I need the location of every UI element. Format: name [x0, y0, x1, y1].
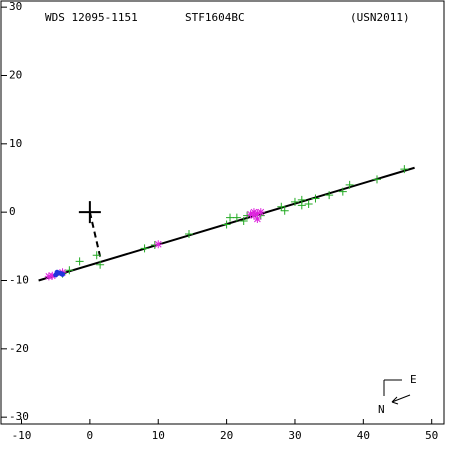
x-tick-label: 50 [425, 429, 438, 442]
x-tick-label: 20 [220, 429, 233, 442]
plot-frame [0, 0, 445, 425]
point [253, 209, 262, 218]
point [311, 194, 320, 203]
point [92, 251, 101, 260]
point [75, 257, 84, 266]
point [290, 197, 299, 206]
point [239, 217, 248, 226]
point [280, 206, 289, 215]
point [60, 271, 66, 277]
primary-marker [78, 201, 101, 224]
point [48, 271, 57, 280]
point [65, 266, 74, 275]
point [232, 213, 241, 222]
point [373, 175, 382, 184]
point [246, 210, 255, 219]
y-tick-label: 0 [9, 205, 16, 218]
point [338, 187, 347, 196]
point [54, 269, 60, 275]
point [154, 240, 163, 249]
point [44, 272, 53, 281]
residual-line [88, 211, 102, 257]
point [256, 208, 265, 217]
point [304, 199, 313, 208]
header-name: STF1604BC [185, 11, 245, 24]
y-tick-label: -30 [9, 410, 29, 423]
point [277, 202, 286, 211]
y-tick-label: 30 [9, 0, 22, 13]
y-tick-label: -10 [9, 273, 29, 286]
compass-east: E [410, 373, 417, 386]
x-tick-label: 30 [288, 429, 301, 442]
compass-north: N [378, 403, 385, 416]
x-tick-label: 0 [87, 429, 94, 442]
y-tick-label: 10 [9, 137, 22, 150]
compass-arrow [391, 401, 399, 405]
header-ref: (USN2011) [350, 11, 410, 24]
point [249, 208, 258, 217]
header-wds: WDS 12095-1151 [45, 11, 138, 24]
point [297, 201, 306, 210]
point [400, 165, 409, 174]
x-tick-label: -10 [12, 429, 32, 442]
point [226, 213, 235, 222]
x-tick-label: 40 [357, 429, 370, 442]
y-tick-label: 20 [9, 68, 22, 81]
point [325, 191, 334, 200]
x-tick-label: 10 [152, 429, 165, 442]
point [185, 230, 194, 239]
point [140, 244, 149, 253]
y-tick-label: -20 [9, 342, 29, 355]
point [96, 260, 105, 269]
point [345, 180, 354, 189]
compass [383, 379, 411, 405]
compass-arrow [391, 394, 411, 403]
point [222, 220, 231, 229]
point [253, 214, 262, 223]
